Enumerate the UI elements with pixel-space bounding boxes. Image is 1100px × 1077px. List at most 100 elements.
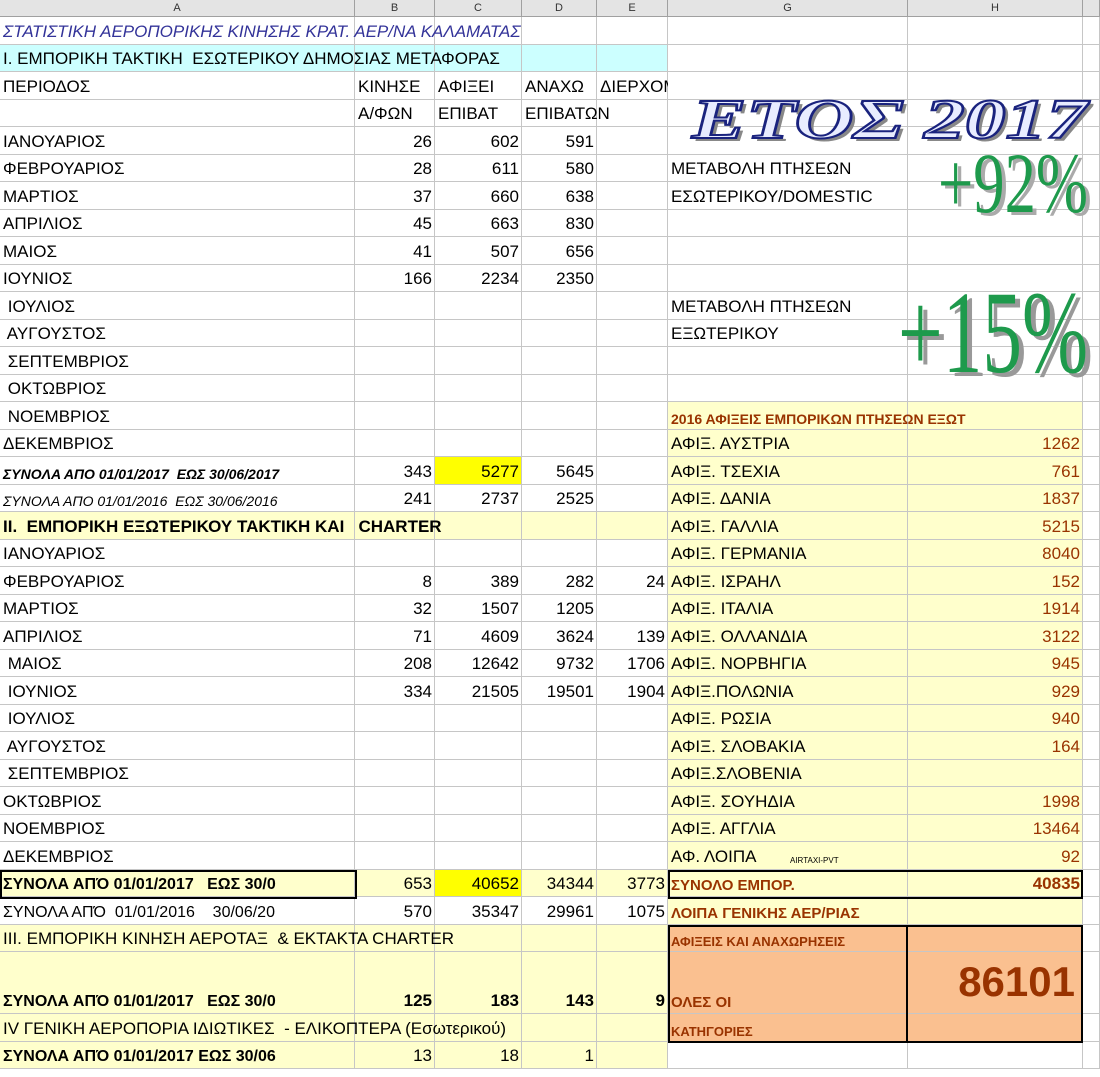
- cell: [355, 182, 435, 210]
- cell: [908, 457, 1083, 485]
- column-header: B: [355, 0, 435, 17]
- cell-number: 507: [490, 241, 519, 261]
- cell: [0, 594, 355, 622]
- cell-text: III. ΕΜΠΟΡΙΚΗ ΚΙΝΗΣΗ ΑΕΡΟΤΑΞ & ΕΚΤΑΚΤΑ C…: [3, 929, 455, 948]
- cell-number: 19501: [546, 681, 594, 701]
- cell-number: 8: [422, 571, 432, 591]
- cell-text: ΑΝΑΧΩ: [525, 76, 585, 96]
- cell: [597, 897, 668, 925]
- domestic-change: +92%: [938, 135, 1088, 231]
- cell: [668, 484, 908, 512]
- cell-number: 12642: [471, 654, 519, 673]
- cell-text: ΑΦΙΞΕΙΣ ΚΑΙ ΑΝΑΧΩΡΗΣΕΙΣ: [671, 934, 846, 949]
- cell: [355, 814, 435, 842]
- cell: [522, 237, 597, 265]
- cell: [522, 704, 597, 732]
- cell: [522, 952, 597, 1014]
- cell-number: 3122: [1042, 626, 1080, 646]
- cell: [597, 759, 668, 787]
- cell: [435, 539, 522, 567]
- cell: [0, 732, 355, 760]
- cell-number: 3773: [627, 874, 665, 893]
- cell: [0, 402, 355, 430]
- cell: [668, 677, 908, 705]
- cell: [908, 539, 1083, 567]
- cell: [435, 209, 522, 237]
- cell: [522, 127, 597, 155]
- cell: [435, 429, 522, 457]
- cell-number: 21505: [471, 681, 519, 701]
- cell: [435, 649, 522, 677]
- cell-number: 9732: [556, 654, 594, 673]
- cell-number: 40652: [471, 874, 519, 893]
- cell-text: ΑΠΡΙΛΙΟΣ: [3, 214, 83, 233]
- cell: [668, 649, 908, 677]
- cell-number: 13464: [1032, 819, 1080, 838]
- cell: [522, 677, 597, 705]
- cell: [0, 99, 355, 127]
- cell-number: 945: [1051, 654, 1080, 673]
- cell-text: ΑΦΙΞ.ΣΛΟΒΕΝΙΑ: [671, 764, 802, 783]
- cell: [435, 1041, 522, 1069]
- cell-text: II. ΕΜΠΟΡΙΚΗ ΕΞΩΤΕΡΙΚΟΥ ΤΑΚΤΙΚΗ ΚΑΙ CHAR…: [3, 516, 442, 536]
- cell: [597, 237, 668, 265]
- cell: [522, 484, 597, 512]
- cell: [0, 924, 355, 952]
- cell-text: ΚΑΤΗΓΟΡΙΕΣ: [671, 1023, 753, 1039]
- cell: [668, 44, 908, 72]
- cell-text: ΔΙΕΡΧΟΜΕΝΟΙ: [600, 76, 668, 96]
- cell: [355, 319, 435, 347]
- cell: [0, 17, 355, 45]
- cell: [522, 1041, 597, 1069]
- cell: [435, 1014, 522, 1042]
- cell: [435, 44, 522, 72]
- cell: [355, 484, 435, 512]
- cell-text: ΟΛΕΣ ΟΙ: [671, 994, 732, 1011]
- cell-text: Α/ΦΩΝ: [358, 104, 413, 123]
- cell: [522, 17, 597, 45]
- cell: [908, 17, 1083, 45]
- cell-text: ΕΞΩΤΕΡΙΚΟΥ: [671, 324, 779, 343]
- cell: [435, 99, 522, 127]
- cell-text: ΑΦΙΞ. ΔΑΝΙΑ: [671, 489, 771, 508]
- cell-text: ΑΦΙΞ. ΓΑΛΛΙΑ: [671, 516, 779, 536]
- cell: [908, 787, 1083, 815]
- cell-number: 71: [413, 626, 432, 646]
- cell-text: ΑΦΙΞ. ΝΟΡΒΗΓΙΑ: [671, 654, 807, 673]
- cell-text: ΦΕΒΡΟΥΑΡΙΟΣ: [3, 159, 125, 178]
- cell: [908, 237, 1083, 265]
- cell-text: ΙΟΥΝΙΟΣ: [3, 681, 78, 701]
- cell: [597, 512, 668, 540]
- cell: [522, 209, 597, 237]
- cell-number: 92: [1061, 846, 1080, 866]
- cell-text: ΑΦΙΞ. ΣΟΥΗΔΙΑ: [671, 791, 795, 811]
- cell: [668, 72, 908, 100]
- cell-number: 1904: [627, 681, 665, 701]
- cell: [355, 952, 435, 1014]
- cell: [355, 1014, 435, 1042]
- cell: [355, 457, 435, 485]
- cell-number: 13: [413, 1046, 432, 1065]
- cell-text: I. ΕΜΠΟΡΙΚΗ ΤΑΚΤΙΚΗ ΕΣΩΤΕΡΙΚΟΥ ΔΗΜΟΣΙΑΣ …: [3, 49, 500, 68]
- cell-text: ΙΟΥΛΙΟΣ: [3, 709, 76, 728]
- cell: [435, 292, 522, 320]
- cell: [0, 869, 355, 897]
- cell-number: 1507: [481, 599, 519, 618]
- cell-number: 18: [500, 1046, 519, 1065]
- cell: [908, 429, 1083, 457]
- cell: [908, 677, 1083, 705]
- cell-text: ΜΑΡΤΙΟΣ: [3, 186, 79, 206]
- cell-number: 5277: [481, 461, 519, 481]
- cell: [908, 154, 1083, 182]
- cell-number: 4609: [481, 626, 519, 646]
- cell: [435, 457, 522, 485]
- cell: [355, 127, 435, 155]
- cell: [0, 787, 355, 815]
- cell-text: ΑΦΙΞ. ΟΛΛΑΝΔΙΑ: [671, 626, 808, 646]
- cell-number: 32: [413, 599, 432, 618]
- cell-number: 1706: [627, 654, 665, 673]
- cell-number: 35347: [471, 901, 519, 921]
- cell-text: ΑΦΙΞ. ΙΣΡΑΗΛ: [671, 571, 781, 591]
- cell-number: 2525: [556, 489, 594, 508]
